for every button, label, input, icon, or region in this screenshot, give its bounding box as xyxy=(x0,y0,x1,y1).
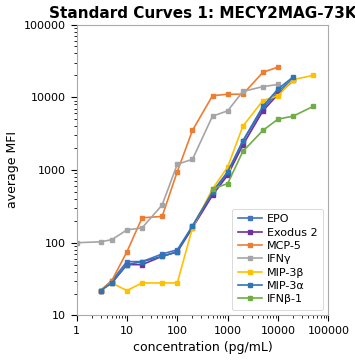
Exodus 2 xyxy=(190,226,195,230)
EPO xyxy=(140,260,144,264)
MIP-3β xyxy=(160,281,164,285)
EPO xyxy=(261,106,265,111)
MCP-5 xyxy=(125,249,129,254)
Line: MCP-5: MCP-5 xyxy=(98,65,280,293)
MIP-3α xyxy=(110,281,114,285)
EPO xyxy=(110,279,114,283)
IFNβ-1 xyxy=(241,149,245,154)
IFNβ-1 xyxy=(211,187,215,191)
Line: IFNβ-1: IFNβ-1 xyxy=(210,104,316,191)
MIP-3β xyxy=(125,288,129,293)
Exodus 2 xyxy=(211,193,215,197)
Exodus 2 xyxy=(241,143,245,147)
Exodus 2 xyxy=(291,78,295,83)
IFNβ-1 xyxy=(291,114,295,118)
MCP-5 xyxy=(98,288,103,293)
MIP-3α xyxy=(225,170,230,174)
Y-axis label: average MFI: average MFI xyxy=(6,131,18,208)
EPO xyxy=(211,190,215,194)
IFNβ-1 xyxy=(311,104,315,108)
EPO xyxy=(125,260,129,264)
MIP-3α xyxy=(291,75,295,79)
Line: Exodus 2: Exodus 2 xyxy=(98,78,296,293)
Line: MIP-3β: MIP-3β xyxy=(98,73,316,293)
Exodus 2 xyxy=(110,281,114,285)
EPO xyxy=(225,171,230,175)
MIP-3β xyxy=(190,226,195,230)
EPO xyxy=(241,139,245,143)
Legend: EPO, Exodus 2, MCP-5, IFNγ, MIP-3β, MIP-3α, IFNβ-1: EPO, Exodus 2, MCP-5, IFNγ, MIP-3β, MIP-… xyxy=(232,209,323,310)
MCP-5 xyxy=(261,70,265,75)
EPO xyxy=(276,89,280,94)
IFNγ xyxy=(225,109,230,113)
Exodus 2 xyxy=(225,173,230,177)
MIP-3α xyxy=(241,139,245,143)
MIP-3β xyxy=(175,281,179,285)
MCP-5 xyxy=(241,92,245,96)
IFNγ xyxy=(175,162,179,166)
MIP-3α xyxy=(98,288,103,293)
Exodus 2 xyxy=(125,262,129,267)
IFNβ-1 xyxy=(261,128,265,132)
MCP-5 xyxy=(276,65,280,69)
MIP-3α xyxy=(125,262,129,267)
MCP-5 xyxy=(225,92,230,96)
IFNβ-1 xyxy=(276,117,280,121)
IFNγ xyxy=(75,240,79,245)
MIP-3β xyxy=(276,94,280,98)
IFNγ xyxy=(261,85,265,89)
MIP-3α xyxy=(140,260,144,264)
Exodus 2 xyxy=(261,109,265,113)
MCP-5 xyxy=(175,170,179,174)
MIP-3α xyxy=(276,87,280,91)
IFNγ xyxy=(140,226,144,230)
IFNγ xyxy=(125,228,129,232)
MIP-3β xyxy=(140,281,144,285)
MCP-5 xyxy=(160,214,164,219)
MCP-5 xyxy=(110,279,114,283)
Exodus 2 xyxy=(140,262,144,267)
IFNγ xyxy=(276,82,280,87)
MIP-3α xyxy=(261,104,265,108)
IFNγ xyxy=(241,89,245,94)
MIP-3α xyxy=(190,224,195,228)
MIP-3α xyxy=(175,249,179,254)
EPO xyxy=(175,248,179,252)
MIP-3β xyxy=(241,124,245,129)
X-axis label: concentration (pg/mL): concentration (pg/mL) xyxy=(133,341,272,355)
IFNγ xyxy=(98,240,103,244)
MIP-3β xyxy=(98,288,103,293)
MIP-3β xyxy=(211,187,215,191)
MCP-5 xyxy=(140,216,144,220)
Exodus 2 xyxy=(98,288,103,293)
MIP-3β xyxy=(311,73,315,77)
MIP-3α xyxy=(160,254,164,258)
IFNβ-1 xyxy=(225,181,230,186)
MIP-3β xyxy=(225,165,230,169)
EPO xyxy=(291,77,295,81)
MIP-3β xyxy=(261,98,265,103)
Exodus 2 xyxy=(276,92,280,96)
MCP-5 xyxy=(211,94,215,98)
MIP-3β xyxy=(291,77,295,82)
EPO xyxy=(160,252,164,256)
EPO xyxy=(190,224,195,228)
IFNγ xyxy=(160,203,164,207)
Exodus 2 xyxy=(160,254,164,258)
Title: Standard Curves 1: MECY2MAG-73K: Standard Curves 1: MECY2MAG-73K xyxy=(49,5,355,21)
Line: EPO: EPO xyxy=(98,76,296,293)
IFNγ xyxy=(211,114,215,118)
MIP-3β xyxy=(110,281,114,285)
IFNγ xyxy=(110,238,114,242)
IFNγ xyxy=(190,157,195,162)
Line: IFNγ: IFNγ xyxy=(74,82,280,245)
MCP-5 xyxy=(190,128,195,132)
MIP-3α xyxy=(211,190,215,194)
Line: MIP-3α: MIP-3α xyxy=(98,75,296,293)
Exodus 2 xyxy=(175,249,179,254)
EPO xyxy=(98,288,103,293)
